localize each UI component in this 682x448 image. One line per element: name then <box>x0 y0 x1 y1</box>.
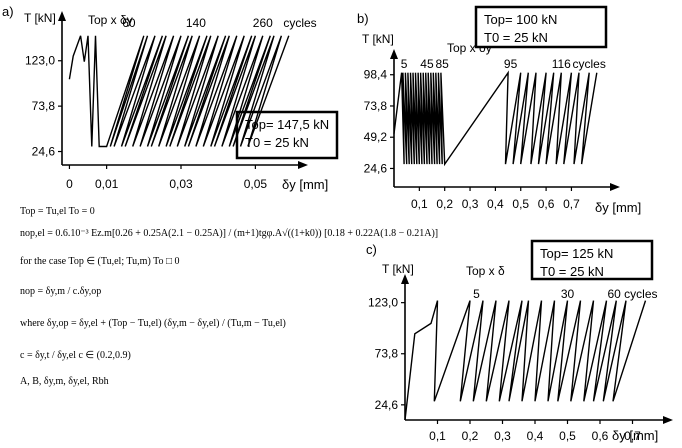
y-tick-label: 49,2 <box>364 130 388 144</box>
cycle-label: 95 <box>504 57 518 71</box>
x-tick-label: 0,01 <box>95 177 119 191</box>
y-tick-label: 98,4 <box>364 68 388 82</box>
info-box-line: Top= 147,5 kN <box>245 117 329 132</box>
y-axis-label: T [kN] <box>362 32 394 46</box>
x-tick-label: 0,5 <box>512 197 529 211</box>
y-tick-label: 73,8 <box>32 99 56 113</box>
y-tick-label: 123,0 <box>25 54 55 68</box>
formula-line-7: A, B, δy,m, δy,el, Rbh <box>20 376 109 387</box>
load-cycle-series <box>393 70 598 167</box>
x-tick-label: 0,4 <box>527 429 544 443</box>
info-box-line: T0 = 25 kN <box>484 30 548 45</box>
formula-line-5: where δy,op = δy,el + (Top − Tu,el) (δy,… <box>20 318 286 329</box>
y-axis-arrow <box>390 49 398 59</box>
panel-label: b) <box>357 11 369 26</box>
y-axis-label: T [kN] <box>24 11 56 25</box>
x-tick-label: 0,3 <box>462 197 479 211</box>
x-tick-label: 0,03 <box>169 177 193 191</box>
x-tick-label: 0,7 <box>624 429 641 443</box>
cycle-label: cycles <box>283 16 316 30</box>
y-tick-label: 73,8 <box>364 99 388 113</box>
x-tick-label: 0,2 <box>436 197 453 211</box>
cycle-label: 116 <box>552 57 571 71</box>
load-cycle-series <box>404 300 647 421</box>
x-axis-label: δy [mm] <box>282 177 328 192</box>
y-tick-label: 24,6 <box>375 398 399 412</box>
y-tick-label: 123,0 <box>368 296 398 310</box>
cycle-header: Top x δ <box>466 264 505 278</box>
y-tick-label: 73,8 <box>375 347 399 361</box>
formula-line-3: for the case Top ∈ (Tu,el; Tu,m) To □ 0 <box>20 256 180 267</box>
info-box-line: Top= 100 kN <box>484 12 557 27</box>
cycle-label: 5 <box>401 57 408 71</box>
panel-label: c) <box>366 242 377 257</box>
cycle-label: 60 cycles <box>607 287 657 301</box>
x-tick-label: 0,4 <box>487 197 504 211</box>
info-box-line: T0 = 25 kN <box>540 264 604 279</box>
cycle-label: cycles <box>573 57 606 71</box>
x-axis-label: δy [mm] <box>612 428 658 443</box>
cycle-header: Top x δy <box>88 13 133 27</box>
cycle-label: 260 <box>253 16 273 30</box>
load-cycle-series <box>68 35 290 148</box>
cycle-label: 60 <box>122 16 136 30</box>
x-tick-label: 0,6 <box>592 429 609 443</box>
x-tick-label: 0,6 <box>538 197 555 211</box>
x-axis-arrow <box>298 161 308 169</box>
formula-line-1: Top = Tu,el To = 0 <box>20 206 95 217</box>
formula-line-4: nop = δy,m / c.δy,op <box>20 286 102 297</box>
y-axis-arrow <box>58 11 66 21</box>
panel-label: a) <box>2 4 14 19</box>
x-tick-label: 0,1 <box>411 197 428 211</box>
cycle-label: 140 <box>186 16 206 30</box>
formula-line-2: nop,el = 0.6.10⁻³ Ez.m[0.26 + 0.25A(2.1 … <box>20 228 439 239</box>
panel-b: 98,4 73,8 49,2 24,6 0,1 0,2 0,3 0,4 0,5 0,6 0,7 b) T… <box>357 5 641 215</box>
cycle-label: 45 <box>420 57 434 71</box>
x-tick-label: 0,1 <box>429 429 446 443</box>
x-tick-label: 0,2 <box>462 429 479 443</box>
panel-a: 123,0 73,8 24,6 0 0,01 0,03 0,05 a) T [kN] δy [mm… <box>2 4 339 192</box>
x-axis-label: δy [mm] <box>595 200 641 215</box>
cycle-label: 30 <box>561 287 575 301</box>
formula-line-6: c = δy,t / δy,el c ∈ (0.2,0.9) <box>20 350 131 361</box>
x-tick-label: 0,7 <box>563 197 580 211</box>
y-axis-arrow <box>401 274 409 284</box>
info-box-line: Top= 125 kN <box>540 246 613 261</box>
x-axis-arrow <box>610 183 620 191</box>
y-tick-label: 24,6 <box>364 161 388 175</box>
x-tick-label: 0,3 <box>494 429 511 443</box>
y-axis-label: T [kN] <box>382 262 414 276</box>
cycle-label: 5 <box>473 287 480 301</box>
x-tick-label: 0,05 <box>244 177 268 191</box>
panel-c: 123,0 73,8 24,6 0,1 0,2 0,3 0,4 0,5 0,6 0,7 c) T [k… <box>366 239 673 443</box>
x-tick-label: 0 <box>66 177 73 191</box>
info-box <box>474 5 608 49</box>
cycle-label: 85 <box>435 57 449 71</box>
x-tick-label: 0,5 <box>559 429 576 443</box>
info-box <box>530 239 654 281</box>
y-tick-label: 24,6 <box>32 145 56 159</box>
x-axis-arrow <box>663 416 673 424</box>
info-box-line: T0 = 25 kN <box>245 135 309 150</box>
